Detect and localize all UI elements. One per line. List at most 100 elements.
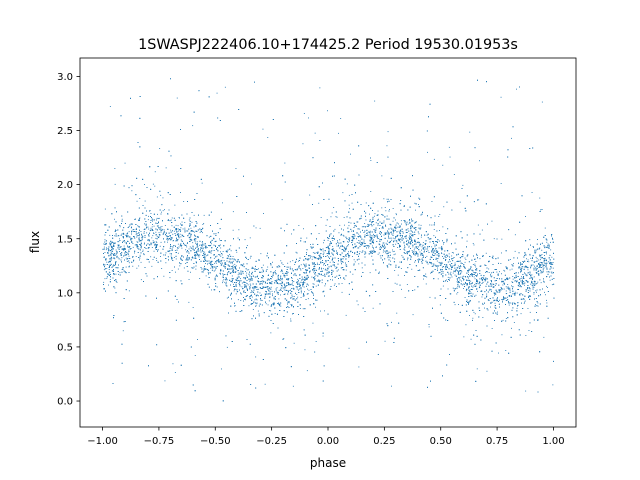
data-point <box>461 263 463 264</box>
data-point <box>516 292 518 294</box>
data-point <box>170 219 172 221</box>
data-point <box>447 288 449 290</box>
data-point <box>408 246 410 248</box>
data-point <box>419 245 421 247</box>
data-point <box>304 279 306 281</box>
data-point <box>332 240 334 241</box>
data-point <box>475 261 477 262</box>
data-point <box>255 356 257 358</box>
data-point <box>472 282 473 284</box>
data-point <box>489 288 491 290</box>
data-point <box>304 264 306 266</box>
data-point <box>179 265 181 267</box>
data-point <box>275 272 276 274</box>
data-point <box>416 252 418 254</box>
data-point <box>290 289 292 291</box>
data-point <box>444 264 445 265</box>
data-point <box>180 223 181 225</box>
data-point <box>552 267 554 269</box>
data-point <box>371 239 373 240</box>
data-point <box>181 256 183 257</box>
data-point <box>508 288 509 290</box>
data-point <box>441 261 443 263</box>
data-point <box>496 271 498 273</box>
data-point <box>511 268 513 270</box>
data-point <box>110 241 112 242</box>
data-point <box>400 268 402 269</box>
data-point <box>139 257 141 259</box>
data-point <box>419 241 420 243</box>
data-point <box>370 238 372 240</box>
data-point <box>437 258 439 259</box>
data-point <box>484 307 485 309</box>
data-point <box>523 281 525 282</box>
data-point <box>431 224 433 226</box>
data-point <box>528 261 530 263</box>
data-point <box>161 211 162 213</box>
data-point <box>404 221 406 223</box>
data-point <box>373 249 375 251</box>
data-point <box>316 252 318 254</box>
data-point <box>144 200 146 202</box>
data-point <box>529 271 531 273</box>
data-point <box>494 302 496 304</box>
data-point <box>471 276 473 277</box>
data-point <box>164 380 166 382</box>
data-point <box>174 372 176 373</box>
data-point <box>506 268 508 270</box>
data-point <box>525 390 527 392</box>
data-point <box>414 247 416 249</box>
data-point <box>551 256 553 258</box>
data-point <box>528 330 530 331</box>
data-point <box>164 209 165 211</box>
data-point <box>482 277 484 278</box>
data-point <box>502 284 504 286</box>
data-point <box>502 319 504 321</box>
data-point <box>141 234 142 236</box>
data-point <box>315 274 317 276</box>
data-point <box>407 244 409 246</box>
data-point <box>493 300 495 302</box>
data-point <box>534 252 536 254</box>
data-point <box>265 303 267 305</box>
data-point <box>190 227 192 229</box>
data-point <box>154 171 156 173</box>
data-point <box>421 262 423 264</box>
data-point <box>138 235 140 236</box>
data-point <box>527 308 529 309</box>
data-point <box>433 229 435 230</box>
data-point <box>512 303 513 305</box>
data-point <box>262 277 264 279</box>
data-point <box>235 293 237 295</box>
data-point <box>121 218 123 220</box>
data-point <box>163 229 165 231</box>
data-point <box>454 304 456 306</box>
data-point <box>202 232 203 234</box>
data-point <box>465 276 467 278</box>
data-point <box>380 246 381 247</box>
data-point <box>103 281 105 283</box>
data-point <box>329 241 331 242</box>
data-point <box>533 276 535 278</box>
data-point <box>534 280 536 282</box>
data-point <box>517 280 518 282</box>
data-point <box>232 258 234 260</box>
data-point <box>533 284 535 286</box>
data-point <box>299 274 301 276</box>
data-point <box>281 199 283 201</box>
data-point <box>550 241 551 243</box>
data-point <box>344 224 345 226</box>
data-point <box>197 339 198 340</box>
data-point <box>420 254 422 256</box>
data-point <box>495 299 497 301</box>
data-point <box>382 242 384 244</box>
data-point <box>411 268 413 270</box>
data-point <box>379 255 381 257</box>
data-point <box>103 264 105 266</box>
data-point <box>128 231 130 233</box>
data-point <box>540 271 542 272</box>
data-point <box>328 253 329 255</box>
data-point <box>173 240 174 241</box>
data-point <box>473 244 475 246</box>
data-point <box>539 255 541 257</box>
